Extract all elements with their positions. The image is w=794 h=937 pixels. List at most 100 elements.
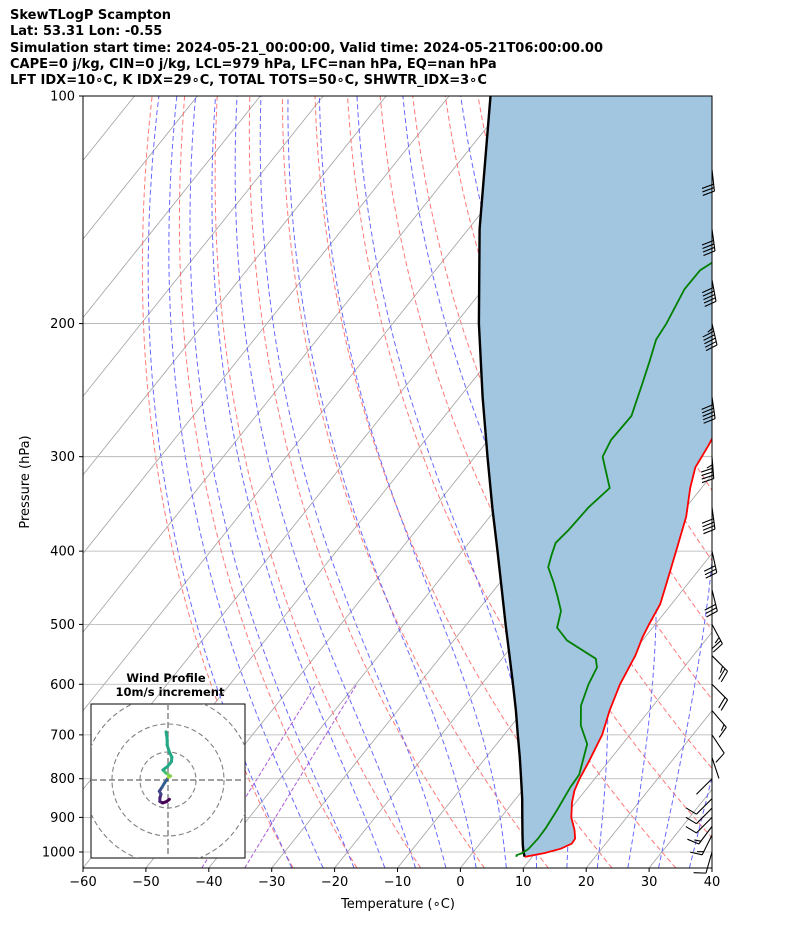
wind-barb [703,551,718,579]
barb-staff [711,229,716,251]
barb-staff [696,798,713,815]
y-tick-label: 800 [50,772,75,787]
barb-flag [703,418,716,424]
barb-flag [701,474,714,480]
dry-adiabat-line [141,96,294,868]
wind-barb [711,734,725,763]
wind-barb [701,456,715,484]
dewpoint-line [515,261,712,857]
moist-adiabat-line [168,96,324,868]
x-tick-label: −20 [321,875,348,890]
barb-staff [696,807,713,825]
barb-staff [711,710,727,728]
wind-barb [687,826,713,845]
dry-adiabat-line [248,96,485,868]
moist-adiabat-line [402,96,570,868]
location-text: Lat: 53.31 Lon: -0.55 [10,24,163,40]
barb-flag [702,330,715,338]
y-axis-ticks: 1000 900 800 700 600 500 400 300 200 100 [42,90,83,860]
x-tick-label: 40 [704,875,721,890]
x-axis-label: Temperature (∘C) [340,897,455,912]
barb-flag [702,521,715,528]
y-tick-label: 1000 [42,845,75,860]
barb-flag [719,666,724,673]
barb-flag [703,297,716,304]
barb-flag [702,525,715,531]
wind-barb [685,798,713,815]
barb-flag [703,565,716,572]
hodograph-inset: Wind Profile 10m/s increment [90,671,246,859]
isotherm-line [83,96,513,633]
barb-flag [701,239,714,246]
barb-flag [704,603,716,611]
barb-flag [720,670,729,683]
x-tick-label: −10 [384,875,411,890]
barb-staff [711,551,718,573]
wind-barb [701,229,716,257]
wind-barb [711,655,729,683]
barb-flag [702,411,715,417]
barb-flag [704,341,717,348]
isotherm-line [0,96,72,868]
barb-flag [705,607,717,615]
barb-flag [701,518,714,524]
moist-adiabat-line [189,96,355,868]
y-tick-label: 200 [50,317,75,332]
barb-flag [701,407,714,414]
profile-series [477,96,712,858]
x-tick-label: 0 [456,875,464,890]
wind-barb [711,757,720,779]
x-tick-label: −40 [195,875,222,890]
isotherm-line [711,867,712,868]
barb-flag [703,250,716,257]
wind-barb [704,589,718,618]
mixing-ratio-lines [201,684,358,868]
moist-adiabat-line [720,96,794,868]
barb-flag [718,726,727,738]
wind-barb [711,624,723,653]
isotherm-line [83,96,198,240]
hodograph-segment [164,730,169,741]
dry-adiabat-line [347,96,677,868]
barb-staff [711,396,716,419]
barb-staff [711,624,723,645]
barb-flag [718,697,726,709]
barb-staff [696,817,713,834]
hodograph-ring [111,723,225,837]
wind-barb [701,507,716,535]
isotherm-line [83,96,450,555]
barb-flag [706,464,713,469]
barb-flag [720,724,725,731]
time-text: Simulation start time: 2024-05-21_00:00:… [10,40,603,56]
barb-flag [703,293,715,301]
dry-adiabat-line [214,96,422,868]
barb-flag [685,826,697,834]
temperature-line [524,436,712,858]
wind-barb [689,834,713,856]
parcel-line [477,96,526,858]
dry-adiabat-line [178,96,358,868]
barb-flag [704,568,717,576]
y-tick-label: 500 [50,618,75,633]
wind-barb [693,851,713,874]
y-tick-label: 400 [50,545,75,560]
dry-adiabat-line [379,96,712,839]
wind-barb [685,807,713,825]
barb-flag [712,643,723,653]
moist-adiabat-line [356,96,538,868]
barb-flag [720,699,729,711]
index-text: LFT IDX=10∘C, K IDX=29∘C, TOTAL TOTS=50∘… [10,73,487,89]
x-tick-label: −60 [69,875,96,890]
barb-flag [703,528,716,535]
x-axis-ticks: −60 −50 −40 −30 −20 −10 0 10 20 30 40 [69,868,720,890]
barb-flag [701,287,714,294]
x-tick-label: 20 [578,875,595,890]
y-axis-label: Pressure (hPa) [18,435,33,528]
barb-staff [711,169,715,192]
dry-adiabat-line [705,96,712,114]
barb-flag [702,246,715,253]
barb-flag [705,572,718,579]
chart-header: SkewTLogP Scampton Lat: 53.31 Lon: -0.55… [10,8,603,89]
y-tick-label: 100 [50,90,75,105]
